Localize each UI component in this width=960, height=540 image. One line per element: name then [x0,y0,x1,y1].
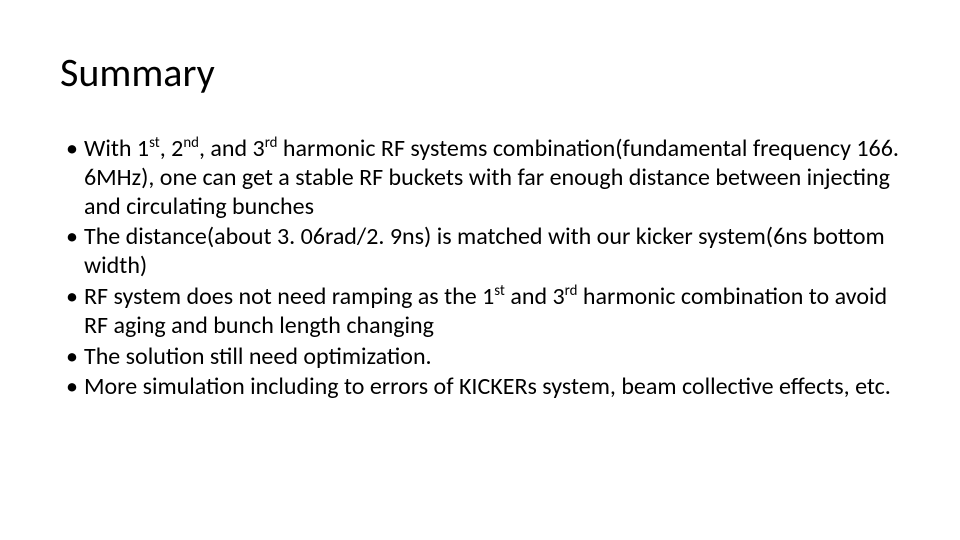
bullet-text: , 2 [160,134,184,163]
slide: Summary With 1st, 2nd, and 3rd harmonic … [0,0,960,540]
ordinal-sup: rd [565,281,578,299]
ordinal-sup: st [149,133,160,151]
ordinal-sup: rd [265,133,278,151]
bullet-text: More simulation including to errors of K… [84,372,891,401]
bullet-item: The solution still need optimization. [84,343,900,372]
bullet-text: With 1 [84,134,149,163]
bullet-item: RF system does not need ramping as the 1… [84,283,900,341]
ordinal-sup: st [494,281,505,299]
bullet-item: The distance(about 3. 06rad/2. 9ns) is m… [84,223,900,281]
bullet-item: More simulation including to errors of K… [84,373,900,402]
bullet-text: and 3 [505,282,565,311]
slide-title: Summary [60,48,900,97]
bullet-list: With 1st, 2nd, and 3rd harmonic RF syste… [60,135,900,402]
bullet-item: With 1st, 2nd, and 3rd harmonic RF syste… [84,135,900,221]
bullet-text: The solution still need optimization. [84,342,432,371]
bullet-text: , and 3 [199,134,265,163]
bullet-text: The distance(about 3. 06rad/2. 9ns) is m… [84,222,885,280]
bullet-text: RF system does not need ramping as the 1 [84,282,494,311]
ordinal-sup: nd [183,133,199,151]
